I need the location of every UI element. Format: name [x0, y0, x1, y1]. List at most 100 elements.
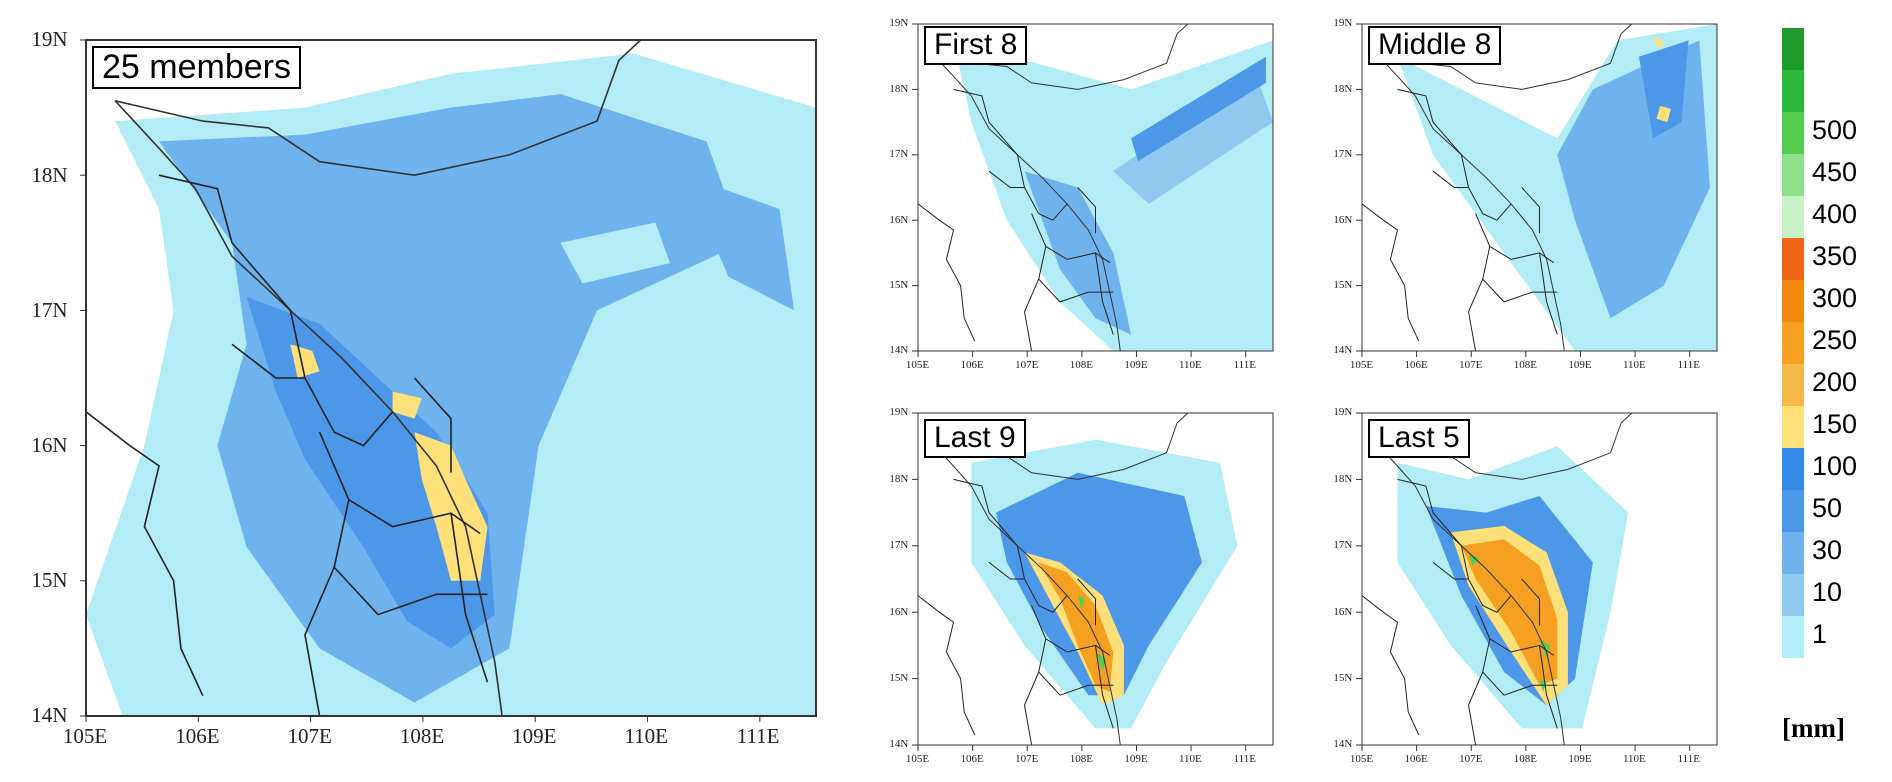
colorbar-label: 250 — [1812, 325, 1858, 355]
border-line — [304, 566, 335, 716]
border-line — [1432, 562, 1469, 580]
lat-tick-label: 19N — [889, 17, 909, 30]
precip-region — [290, 344, 320, 378]
border-line — [1023, 278, 1040, 351]
map-panel-first-8: 19N 18N 17N 16N 15N 14N 105E 106E 107E 108E 109E 11… — [876, 16, 1286, 371]
lon-tick-label: 105E — [905, 359, 930, 371]
colorbar-swatch — [1782, 490, 1804, 532]
map-svg — [1356, 23, 1718, 357]
border-line — [450, 513, 489, 683]
precip-region — [1095, 652, 1107, 672]
lon-tick-label: 105E — [905, 753, 930, 765]
lat-tick-label: 18N — [1333, 472, 1353, 485]
map-frame — [917, 412, 1274, 746]
precip-region — [1638, 40, 1689, 139]
lon-tick-label: 107E — [1459, 359, 1483, 371]
lat-tick-label: 16N — [889, 213, 909, 226]
map-svg — [912, 412, 1274, 751]
colorbar-swatch — [1782, 154, 1804, 196]
lat-tick-label: 15N — [889, 672, 909, 684]
border-line — [953, 88, 1018, 156]
colorbar-swatch — [1782, 112, 1804, 154]
lon-tick-label: 106E — [175, 724, 220, 748]
lat-tick-label: 18N — [889, 472, 909, 485]
lon-tick-label: 110E — [1622, 359, 1646, 371]
lon-tick-label: 106E — [960, 753, 984, 765]
border-line — [918, 595, 976, 736]
border-line — [333, 499, 488, 616]
lon-tick-label: 107E — [287, 724, 332, 748]
border-line — [918, 203, 976, 342]
panel-title: First 8 — [924, 26, 1028, 65]
precip-region — [560, 222, 670, 284]
lon-tick-label: 111E — [1677, 753, 1700, 765]
lat-tick-label: 19N — [31, 27, 68, 52]
border-line — [988, 562, 1025, 580]
border-line — [1095, 252, 1114, 335]
border-line — [1362, 203, 1420, 342]
border-line — [1539, 645, 1558, 729]
colorbar-label: 400 — [1812, 199, 1858, 229]
border-line — [1482, 246, 1558, 303]
colorbar-label: 100 — [1812, 451, 1858, 481]
colorbar-swatch — [1782, 532, 1804, 574]
lat-tick-label: 19N — [1333, 17, 1353, 30]
colorbar-label: 350 — [1812, 241, 1858, 271]
lat-tick-label: 19N — [889, 406, 909, 419]
lon-tick-label: 110E — [624, 724, 668, 748]
lon-tick-label: 111E — [736, 724, 780, 748]
border-line — [1432, 170, 1469, 188]
lat-tick-label: 17N — [1333, 148, 1353, 161]
colorbar-swatch — [1782, 448, 1804, 490]
lat-tick-label: 17N — [1333, 539, 1353, 552]
colorbar-label: 50 — [1812, 493, 1843, 523]
colorbar-label: 1 — [1812, 619, 1828, 649]
lon-tick-label: 108E — [1513, 753, 1537, 765]
lon-tick-label: 111E — [1677, 359, 1700, 371]
lon-tick-label: 110E — [1178, 753, 1202, 765]
border-line — [1031, 213, 1110, 264]
panel-title: Last 9 — [924, 419, 1026, 458]
lon-tick-label: 111E — [1233, 753, 1256, 765]
lon-tick-label: 109E — [1124, 753, 1148, 765]
border-line — [86, 411, 204, 697]
colorbar-swatch — [1782, 364, 1804, 406]
precip-region — [1131, 56, 1266, 162]
border-line — [1023, 671, 1040, 745]
lat-tick-label: 15N — [1333, 279, 1353, 291]
colorbar-label: 500 — [1812, 115, 1858, 145]
colorbar-swatch — [1782, 322, 1804, 364]
lon-tick-label: 110E — [1178, 359, 1202, 371]
map-svg — [80, 39, 817, 722]
border-line — [1521, 187, 1540, 234]
lat-tick-label: 16N — [31, 433, 68, 457]
border-line — [1475, 605, 1554, 656]
map-svg — [1356, 412, 1718, 751]
border-line — [289, 310, 394, 447]
panel-title: Middle 8 — [1368, 26, 1502, 65]
border-line — [413, 377, 452, 473]
lon-tick-label: 105E — [1349, 359, 1374, 371]
lat-tick-label: 16N — [1333, 605, 1353, 618]
border-line — [1397, 88, 1462, 156]
lon-tick-label: 106E — [1404, 359, 1428, 371]
lat-tick-label: 17N — [889, 539, 909, 552]
border-line — [1362, 595, 1420, 736]
map-panel-last-5: 19N 18N 17N 16N 15N 14N 105E 106E 107E 108E 109E 11… — [1320, 405, 1730, 765]
colorbar-swatch — [1782, 406, 1804, 448]
border-line — [1038, 638, 1114, 696]
colorbar-swatch — [1782, 28, 1804, 70]
map-panel-last-9: 19N 18N 17N 16N 15N 14N 105E 106E 107E 108E 109E 11… — [876, 405, 1286, 765]
precip-region — [1656, 105, 1671, 123]
border-line — [231, 343, 305, 379]
precip-region — [1113, 73, 1273, 204]
colorbar-unit-label: [mm] — [1782, 713, 1845, 743]
lat-tick-label: 14N — [31, 703, 68, 728]
colorbar-label: 150 — [1812, 409, 1858, 439]
border-line — [1031, 605, 1110, 656]
colorbar-swatch — [1782, 616, 1804, 658]
lon-tick-label: 105E — [62, 724, 108, 748]
lon-tick-label: 110E — [1622, 753, 1646, 765]
precip-region — [1077, 595, 1085, 609]
colorbar-swatch — [1782, 280, 1804, 322]
